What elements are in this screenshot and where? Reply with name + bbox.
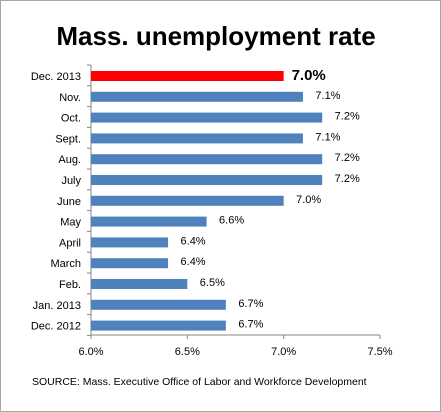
bar: [91, 279, 188, 289]
category-label: Sept.: [55, 133, 81, 145]
bar: [91, 154, 323, 165]
category-label: Jan. 2013: [33, 300, 81, 312]
data-label: 6.4%: [181, 235, 206, 247]
data-label: 7.2%: [335, 152, 360, 164]
data-label: 7.2%: [335, 111, 360, 123]
data-label: 6.6%: [219, 215, 244, 227]
bar: [91, 216, 207, 227]
data-label: 6.4%: [181, 256, 206, 268]
category-label: Oct.: [61, 113, 81, 125]
category-label: Feb.: [59, 279, 81, 291]
category-label: Dec. 2013: [31, 71, 81, 83]
category-label: Dec. 2012: [31, 321, 81, 333]
data-label: 7.0%: [296, 194, 321, 206]
plot-area: Dec. 2013 7.0% Nov. 7.1% Oct. 7.2% Sept. 7.1% Au…: [31, 64, 393, 358]
bar-highlight: [91, 71, 284, 81]
chart-title: Mass. unemployment rate: [56, 21, 375, 51]
x-tick-label: 7.0%: [271, 346, 296, 358]
data-label: 7.2%: [335, 173, 360, 185]
source-note: SOURCE: Mass. Executive Office of Labor …: [32, 376, 367, 388]
bar: [91, 237, 169, 248]
category-label: Aug.: [58, 154, 81, 166]
bar: [91, 175, 323, 185]
bar: [91, 299, 226, 310]
category-label: Nov.: [59, 92, 81, 104]
data-label: 6.5%: [200, 277, 225, 289]
category-label: May: [60, 217, 81, 229]
bar: [91, 91, 303, 102]
category-label: July: [61, 175, 81, 187]
data-label: 7.1%: [315, 131, 340, 143]
x-tick-label: 6.5%: [175, 346, 200, 358]
bar: [91, 195, 284, 206]
data-label: 7.0%: [292, 67, 326, 84]
category-label: April: [59, 237, 81, 249]
bar: [91, 112, 323, 123]
data-label: 6.7%: [238, 298, 263, 310]
x-tick-label: 6.0%: [78, 346, 103, 358]
category-label: March: [50, 258, 81, 270]
bar: [91, 320, 226, 331]
category-label: June: [57, 196, 81, 208]
data-label: 7.1%: [315, 90, 340, 102]
data-label: 6.7%: [238, 319, 263, 331]
x-tick-label: 7.5%: [367, 346, 392, 358]
bar: [91, 258, 169, 269]
bar: [91, 133, 303, 144]
